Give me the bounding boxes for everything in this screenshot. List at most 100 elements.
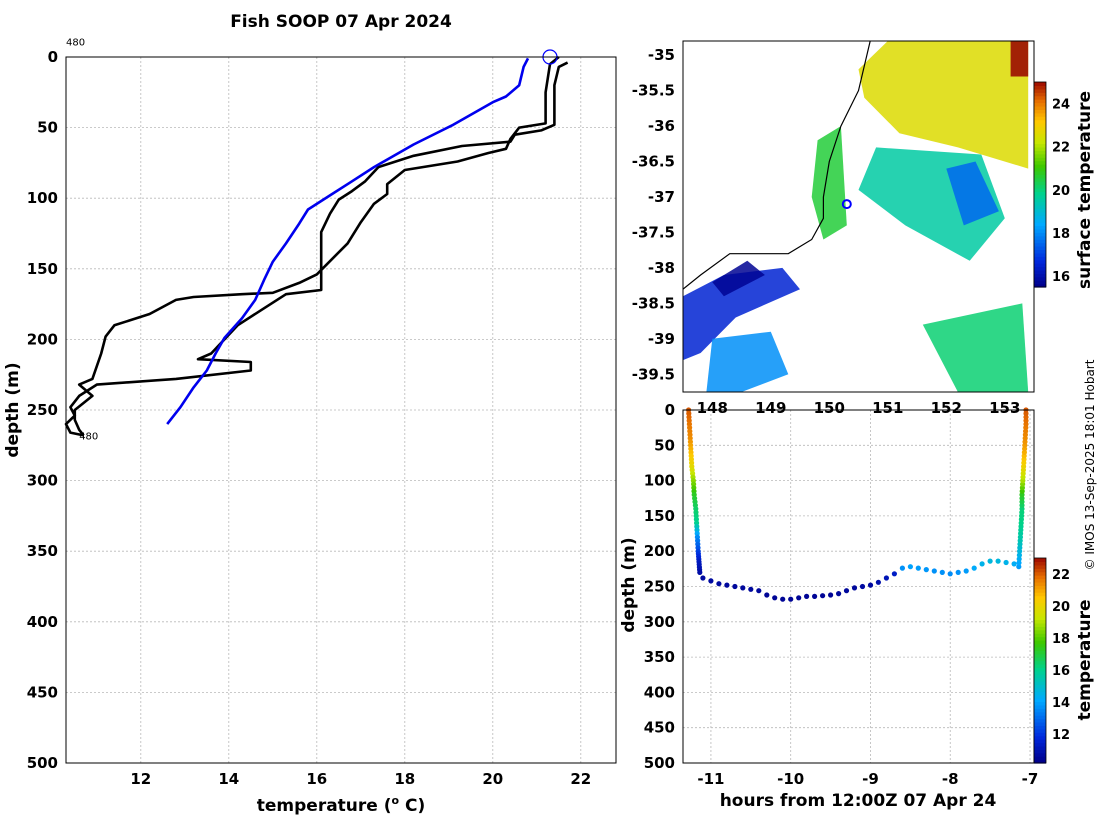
glider-sample-point [843,588,850,594]
colorbar-swatch [1034,694,1046,699]
colorbar-swatch [1034,160,1046,165]
map-x-tick-label: 150 [814,399,845,417]
colorbar-swatch [1034,82,1046,87]
glider-sample-point [907,564,914,570]
colorbar-swatch [1034,622,1046,627]
colorbar-swatch [1034,646,1046,651]
colorbar-swatch [1034,85,1046,90]
glider-sample-point [740,585,746,591]
glider-sample-point [947,571,953,577]
colorbar-swatch [1034,88,1046,93]
colorbar-swatch [1034,208,1046,213]
y-tick-label: 0 [48,48,58,66]
y-tick-label: 450 [27,683,58,701]
glider-sample-point [883,575,890,581]
x-tick-label: -11 [697,770,724,788]
map-x-tick-label: 148 [697,399,728,417]
depth-time-x-label: hours from 12:00Z 07 Apr 24 [720,791,997,811]
colorbar-swatch [1034,242,1046,247]
temperature-colorbar-label: temperature [1075,599,1095,720]
colorbar-swatch [1034,636,1046,641]
glider-sample-point [1011,561,1017,567]
colorbar-tick-label: 20 [1052,184,1070,199]
glider-sample-point [756,588,762,594]
glider-sample-point [780,596,786,602]
colorbar-swatch [1034,109,1046,114]
glider-sample-point [804,593,810,600]
imos-credit: © IMOS 13-Sep-2025 18:01 Hobart [1083,359,1097,570]
colorbar-swatch [1034,150,1046,155]
colorbar-swatch [1034,735,1046,740]
profile-series [64,49,569,437]
colorbar-swatch [1034,677,1046,682]
colorbar-tick-label: 14 [1052,696,1070,711]
y-tick-label: 400 [644,683,675,701]
y-tick-label: 200 [644,542,675,560]
chart-title: Fish SOOP 07 Apr 2024 [230,12,452,32]
glider-sample-point [915,565,921,571]
glider-sample-point [995,558,1001,564]
colorbar-swatch [1034,571,1046,576]
sst-region [858,41,1029,169]
colorbar-swatch [1034,701,1046,706]
colorbar-swatch [1034,561,1046,566]
sst-region [811,126,847,240]
colorbar-swatch [1034,184,1046,189]
colorbar-swatch [1034,215,1046,220]
map-y-tick-label: -36.5 [632,153,675,171]
map-y-tick-label: -36 [648,117,675,135]
y-tick-label: 250 [27,401,58,419]
colorbar-swatch [1034,581,1046,586]
colorbar-swatch [1034,585,1046,590]
colorbar-swatch [1034,691,1046,696]
glider-sample-point [859,583,866,590]
colorbar-swatch [1034,191,1046,196]
map-y-tick-label: -37.5 [632,223,675,241]
profile-gridlines [66,56,616,764]
glider-sample-point [939,569,945,576]
colorbar-swatch [1034,657,1046,662]
colorbar-swatch [1034,177,1046,182]
colorbar-swatch [1034,588,1046,593]
y-tick-label: 50 [654,436,675,454]
glider-sample-point [828,592,834,598]
colorbar-swatch [1034,708,1046,713]
y-tick-label: 150 [644,507,675,525]
colorbar-swatch [1034,599,1046,604]
colorbar-swatch [1034,105,1046,110]
profile-annotation: 480 [66,37,85,48]
sst-region [946,161,999,226]
colorbar-swatch [1034,633,1046,638]
glider-sample-point [788,596,794,602]
colorbar-swatch [1034,739,1046,744]
x-tick-label: 14 [218,770,239,788]
colorbar-swatch [1034,252,1046,257]
temperature-colorbar: 12 14 16 18 20 22 [1033,557,1070,764]
colorbar-swatch [1034,99,1046,104]
colorbar-swatch [1034,119,1046,124]
colorbar-swatch [1034,133,1046,138]
x-tick-label: 16 [306,770,327,788]
colorbar-tick-label: 16 [1052,664,1070,679]
glider-sample-point [987,558,993,564]
glider-sample-point [851,585,858,591]
colorbar-tick-label: 22 [1052,568,1070,583]
glider-sample-point [772,595,778,601]
colorbar-swatch [1034,194,1046,199]
y-tick-label: 0 [665,401,675,419]
y-tick-label: 350 [644,648,675,666]
profile-line [64,61,569,437]
profile-chart: Fish SOOP 07 Apr 2024 12 14 16 18 20 22 0 50 100… [3,12,617,816]
profile-y-label: depth (m) [3,362,23,457]
colorbar-swatch [1034,674,1046,679]
colorbar-swatch [1034,742,1046,747]
colorbar-swatch [1034,728,1046,733]
colorbar-swatch [1034,92,1046,97]
glider-sample-point [1019,495,1025,501]
y-tick-label: 150 [27,260,58,278]
glider-sample-point [764,592,770,598]
y-tick-label: 100 [27,189,58,207]
glider-sample-point [796,595,802,601]
x-tick-label: 22 [570,770,591,788]
coastline-path [683,41,871,290]
